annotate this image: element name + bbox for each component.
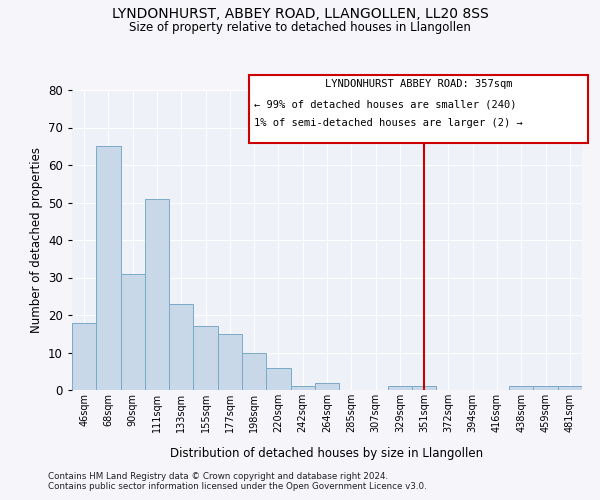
Text: LYNDONHURST, ABBEY ROAD, LLANGOLLEN, LL20 8SS: LYNDONHURST, ABBEY ROAD, LLANGOLLEN, LL2… [112,8,488,22]
Text: Contains public sector information licensed under the Open Government Licence v3: Contains public sector information licen… [48,482,427,491]
Text: 1% of semi-detached houses are larger (2) →: 1% of semi-detached houses are larger (2… [254,118,523,128]
Bar [169,304,193,390]
Bar [145,198,169,390]
Bar [412,386,436,390]
Bar [96,146,121,390]
Bar [266,368,290,390]
Bar [121,274,145,390]
Bar [218,334,242,390]
Bar [290,386,315,390]
Bar [509,386,533,390]
Text: Size of property relative to detached houses in Llangollen: Size of property relative to detached ho… [129,21,471,34]
Bar [193,326,218,390]
Text: Distribution of detached houses by size in Llangollen: Distribution of detached houses by size … [170,448,484,460]
Bar [315,382,339,390]
Text: ← 99% of detached houses are smaller (240): ← 99% of detached houses are smaller (24… [254,99,516,109]
Bar [558,386,582,390]
Y-axis label: Number of detached properties: Number of detached properties [29,147,43,333]
Bar [242,352,266,390]
Text: LYNDONHURST ABBEY ROAD: 357sqm: LYNDONHURST ABBEY ROAD: 357sqm [325,79,512,89]
Bar [388,386,412,390]
Bar [533,386,558,390]
Text: Contains HM Land Registry data © Crown copyright and database right 2024.: Contains HM Land Registry data © Crown c… [48,472,388,481]
Bar [72,322,96,390]
